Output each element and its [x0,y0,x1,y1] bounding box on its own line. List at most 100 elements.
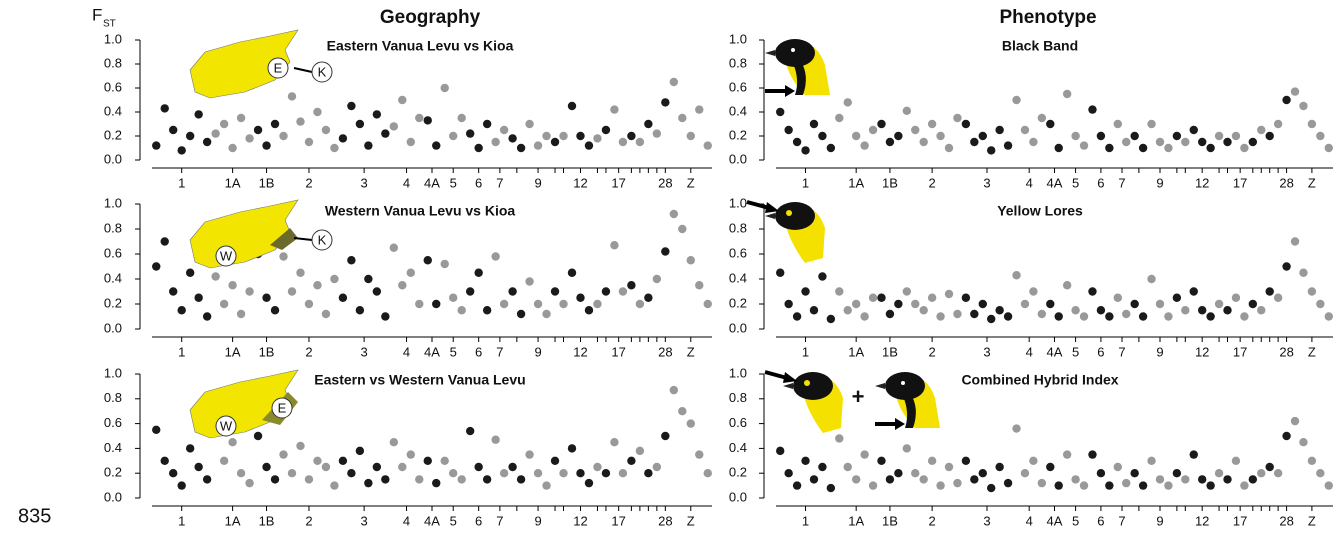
snp-point [784,300,792,308]
snp-point [296,269,304,277]
x-tick-label: 1B [882,344,898,359]
snp-point [1190,287,1198,295]
x-tick-label: 6 [1097,175,1104,190]
snp-point [322,126,330,134]
snp-point [228,144,236,152]
snp-point [1105,312,1113,320]
snp-point [1282,96,1290,104]
snp-point [407,138,415,146]
snp-point [1114,463,1122,471]
snp-point [1325,481,1333,489]
snp-point [670,210,678,218]
snp-point [1055,144,1063,152]
snp-point [793,481,801,489]
snp-point [1215,132,1223,140]
x-tick-label: 12 [1195,175,1209,190]
snp-point [262,294,270,302]
snp-point [1316,132,1324,140]
snp-point [1215,469,1223,477]
snp-point [1021,300,1029,308]
snp-point [903,107,911,115]
snp-point [919,475,927,483]
x-tick-label: 17 [1233,344,1247,359]
snp-point [390,438,398,446]
x-tick-label: 1B [259,344,275,359]
x-tick-label: 6 [475,175,482,190]
snp-point [1274,469,1282,477]
snp-point [995,463,1003,471]
snp-point [1325,312,1333,320]
y-tick-label: 1.0 [729,195,747,210]
x-tick-label: Z [1308,513,1316,528]
snp-point [695,450,703,458]
x-tick-label: 7 [496,344,503,359]
snp-point [602,126,610,134]
y-tick-label: 1.0 [104,195,122,210]
snp-point [636,447,644,455]
snp-point [835,287,843,295]
snp-point [186,132,194,140]
snp-point [1266,132,1274,140]
bird [765,39,830,97]
snp-point [576,132,584,140]
snp-point [1173,469,1181,477]
x-tick-label: 17 [611,513,625,528]
inset-label: W [220,248,233,263]
y-tick-label: 1.0 [104,365,122,380]
x-tick-label: 28 [658,344,672,359]
snp-point [296,442,304,450]
snp-point [619,138,627,146]
snp-point [1232,132,1240,140]
snp-point [474,463,482,471]
snp-point [1249,475,1257,483]
x-tick-label: 4 [403,513,410,528]
snp-point [517,144,525,152]
x-tick-label: 3 [983,513,990,528]
snp-point [636,138,644,146]
snp-point [449,132,457,140]
snp-point [593,300,601,308]
x-tick-label: 9 [534,513,541,528]
snp-point [585,141,593,149]
snp-point [919,138,927,146]
snp-point [886,475,894,483]
snp-point [186,269,194,277]
y-tick-label: 0.0 [104,320,122,335]
snp-point [1164,312,1172,320]
snp-point [704,300,712,308]
snp-point [220,300,228,308]
x-tick-label: Z [1308,344,1316,359]
snp-point [1139,312,1147,320]
snp-point [220,120,228,128]
snp-point [877,457,885,465]
snp-point [1206,481,1214,489]
snp-point [161,457,169,465]
snp-point [610,105,618,113]
snp-point [457,475,465,483]
snp-point [1038,114,1046,122]
x-tick-label: Z [687,344,695,359]
y-tick-label: 0.2 [729,295,747,310]
snp-point [928,120,936,128]
snp-point [1206,312,1214,320]
x-tick-label: 7 [496,175,503,190]
snp-point [1080,312,1088,320]
snp-point [441,457,449,465]
snp-point [979,300,987,308]
snp-point [970,310,978,318]
snp-point [1088,450,1096,458]
snp-point [653,275,661,283]
snp-point [687,419,695,427]
x-tick-label: 2 [929,344,936,359]
snp-point [262,463,270,471]
snp-point [619,287,627,295]
y-tick-label: 1.0 [104,31,122,46]
snp-point [911,300,919,308]
snp-point [1274,294,1282,302]
snp-point [1004,141,1012,149]
snp-point [619,469,627,477]
snp-point [203,138,211,146]
snp-point [1181,306,1189,314]
snp-point [517,475,525,483]
snp-point [398,96,406,104]
